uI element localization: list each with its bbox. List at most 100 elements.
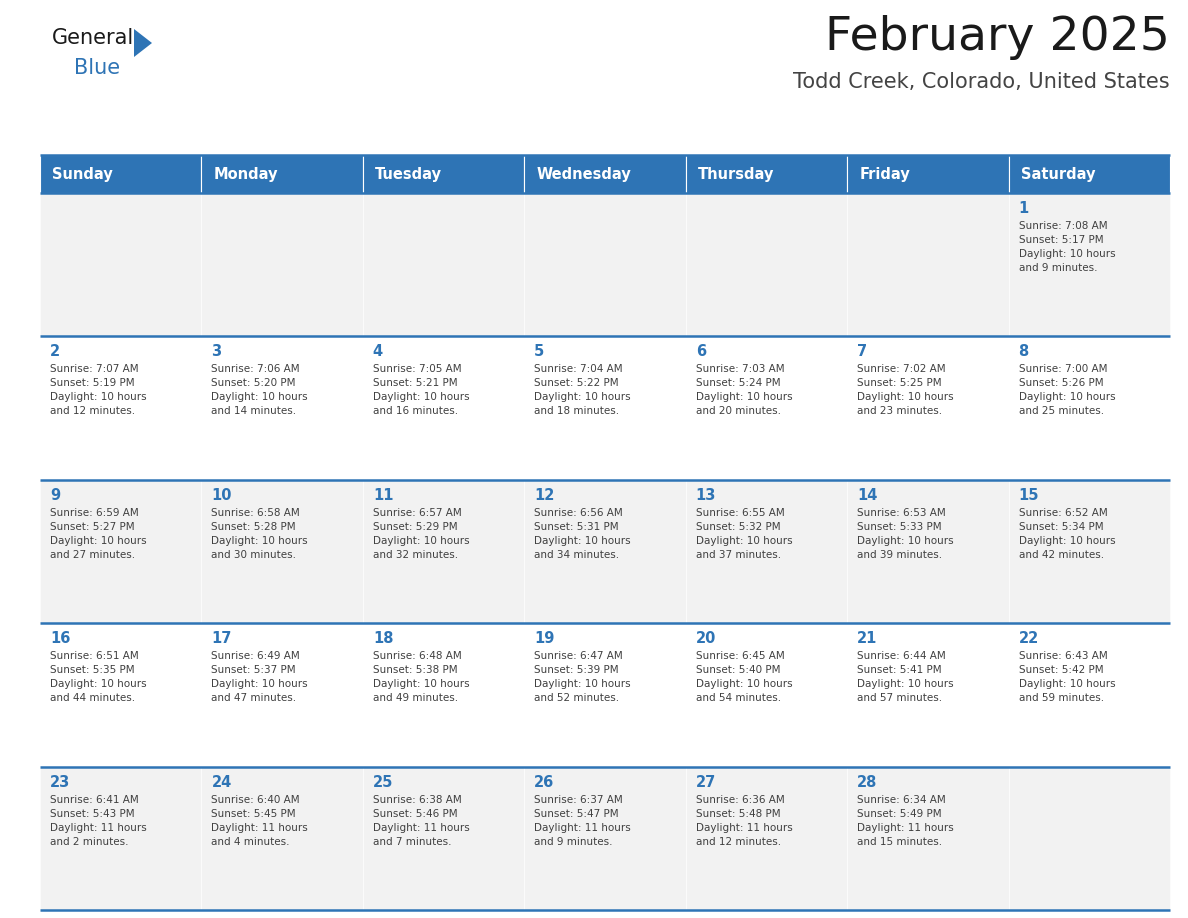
Bar bbox=[1009, 336, 1170, 480]
Text: 2: 2 bbox=[50, 344, 61, 360]
Bar bbox=[362, 336, 524, 480]
Text: Sunrise: 6:40 AM
Sunset: 5:45 PM
Daylight: 11 hours
and 4 minutes.: Sunrise: 6:40 AM Sunset: 5:45 PM Dayligh… bbox=[211, 795, 308, 846]
Text: 28: 28 bbox=[858, 775, 878, 789]
Text: Sunrise: 6:51 AM
Sunset: 5:35 PM
Daylight: 10 hours
and 44 minutes.: Sunrise: 6:51 AM Sunset: 5:35 PM Dayligh… bbox=[50, 651, 146, 703]
Text: Sunrise: 7:06 AM
Sunset: 5:20 PM
Daylight: 10 hours
and 14 minutes.: Sunrise: 7:06 AM Sunset: 5:20 PM Dayligh… bbox=[211, 364, 308, 417]
Text: 4: 4 bbox=[373, 344, 383, 360]
Text: Todd Creek, Colorado, United States: Todd Creek, Colorado, United States bbox=[794, 72, 1170, 92]
Bar bbox=[847, 155, 1009, 193]
Text: Sunrise: 6:49 AM
Sunset: 5:37 PM
Daylight: 10 hours
and 47 minutes.: Sunrise: 6:49 AM Sunset: 5:37 PM Dayligh… bbox=[211, 651, 308, 703]
Bar bbox=[202, 480, 362, 623]
Bar bbox=[847, 767, 1009, 910]
Bar bbox=[202, 336, 362, 480]
Text: Sunrise: 6:59 AM
Sunset: 5:27 PM
Daylight: 10 hours
and 27 minutes.: Sunrise: 6:59 AM Sunset: 5:27 PM Dayligh… bbox=[50, 508, 146, 560]
Text: Sunrise: 6:37 AM
Sunset: 5:47 PM
Daylight: 11 hours
and 9 minutes.: Sunrise: 6:37 AM Sunset: 5:47 PM Dayligh… bbox=[535, 795, 631, 846]
Bar bbox=[40, 623, 202, 767]
Text: 16: 16 bbox=[50, 632, 70, 646]
Text: Sunrise: 6:48 AM
Sunset: 5:38 PM
Daylight: 10 hours
and 49 minutes.: Sunrise: 6:48 AM Sunset: 5:38 PM Dayligh… bbox=[373, 651, 469, 703]
Text: 1: 1 bbox=[1018, 201, 1029, 216]
Bar bbox=[524, 155, 685, 193]
Text: 5: 5 bbox=[535, 344, 544, 360]
Bar bbox=[685, 336, 847, 480]
Text: Sunrise: 6:47 AM
Sunset: 5:39 PM
Daylight: 10 hours
and 52 minutes.: Sunrise: 6:47 AM Sunset: 5:39 PM Dayligh… bbox=[535, 651, 631, 703]
Text: 11: 11 bbox=[373, 487, 393, 503]
Bar bbox=[1009, 480, 1170, 623]
Text: Sunrise: 6:41 AM
Sunset: 5:43 PM
Daylight: 11 hours
and 2 minutes.: Sunrise: 6:41 AM Sunset: 5:43 PM Dayligh… bbox=[50, 795, 147, 846]
Bar bbox=[362, 155, 524, 193]
Text: Sunrise: 6:44 AM
Sunset: 5:41 PM
Daylight: 10 hours
and 57 minutes.: Sunrise: 6:44 AM Sunset: 5:41 PM Dayligh… bbox=[858, 651, 954, 703]
Bar bbox=[40, 193, 202, 336]
Text: 9: 9 bbox=[50, 487, 61, 503]
Bar bbox=[40, 155, 202, 193]
Text: Sunrise: 6:57 AM
Sunset: 5:29 PM
Daylight: 10 hours
and 32 minutes.: Sunrise: 6:57 AM Sunset: 5:29 PM Dayligh… bbox=[373, 508, 469, 560]
Bar bbox=[362, 623, 524, 767]
Bar bbox=[847, 336, 1009, 480]
Bar bbox=[524, 193, 685, 336]
Bar bbox=[362, 193, 524, 336]
Text: Wednesday: Wednesday bbox=[536, 166, 631, 182]
Text: Sunrise: 7:03 AM
Sunset: 5:24 PM
Daylight: 10 hours
and 20 minutes.: Sunrise: 7:03 AM Sunset: 5:24 PM Dayligh… bbox=[696, 364, 792, 417]
Text: 8: 8 bbox=[1018, 344, 1029, 360]
Text: Sunrise: 7:05 AM
Sunset: 5:21 PM
Daylight: 10 hours
and 16 minutes.: Sunrise: 7:05 AM Sunset: 5:21 PM Dayligh… bbox=[373, 364, 469, 417]
Bar bbox=[847, 480, 1009, 623]
Text: 18: 18 bbox=[373, 632, 393, 646]
Bar bbox=[202, 767, 362, 910]
Text: 17: 17 bbox=[211, 632, 232, 646]
Bar bbox=[40, 336, 202, 480]
Bar bbox=[685, 767, 847, 910]
Text: 13: 13 bbox=[696, 487, 716, 503]
Text: General: General bbox=[52, 28, 134, 48]
Text: Sunrise: 6:52 AM
Sunset: 5:34 PM
Daylight: 10 hours
and 42 minutes.: Sunrise: 6:52 AM Sunset: 5:34 PM Dayligh… bbox=[1018, 508, 1116, 560]
Text: 6: 6 bbox=[696, 344, 706, 360]
Text: 3: 3 bbox=[211, 344, 221, 360]
Bar bbox=[202, 193, 362, 336]
Text: 22: 22 bbox=[1018, 632, 1038, 646]
Text: 25: 25 bbox=[373, 775, 393, 789]
Bar bbox=[362, 767, 524, 910]
Bar bbox=[40, 767, 202, 910]
Text: Friday: Friday bbox=[859, 166, 910, 182]
Text: Sunrise: 6:56 AM
Sunset: 5:31 PM
Daylight: 10 hours
and 34 minutes.: Sunrise: 6:56 AM Sunset: 5:31 PM Dayligh… bbox=[535, 508, 631, 560]
Text: 20: 20 bbox=[696, 632, 716, 646]
Bar bbox=[524, 767, 685, 910]
Text: 26: 26 bbox=[535, 775, 555, 789]
Text: Sunrise: 7:07 AM
Sunset: 5:19 PM
Daylight: 10 hours
and 12 minutes.: Sunrise: 7:07 AM Sunset: 5:19 PM Dayligh… bbox=[50, 364, 146, 417]
Text: Sunrise: 7:02 AM
Sunset: 5:25 PM
Daylight: 10 hours
and 23 minutes.: Sunrise: 7:02 AM Sunset: 5:25 PM Dayligh… bbox=[858, 364, 954, 417]
Text: 23: 23 bbox=[50, 775, 70, 789]
Bar bbox=[685, 480, 847, 623]
Text: Sunrise: 6:55 AM
Sunset: 5:32 PM
Daylight: 10 hours
and 37 minutes.: Sunrise: 6:55 AM Sunset: 5:32 PM Dayligh… bbox=[696, 508, 792, 560]
Bar bbox=[685, 623, 847, 767]
Text: Sunrise: 7:04 AM
Sunset: 5:22 PM
Daylight: 10 hours
and 18 minutes.: Sunrise: 7:04 AM Sunset: 5:22 PM Dayligh… bbox=[535, 364, 631, 417]
Text: Sunrise: 6:53 AM
Sunset: 5:33 PM
Daylight: 10 hours
and 39 minutes.: Sunrise: 6:53 AM Sunset: 5:33 PM Dayligh… bbox=[858, 508, 954, 560]
Bar bbox=[1009, 155, 1170, 193]
Text: 15: 15 bbox=[1018, 487, 1040, 503]
Text: February 2025: February 2025 bbox=[826, 15, 1170, 60]
Bar bbox=[40, 480, 202, 623]
Text: Sunday: Sunday bbox=[52, 166, 113, 182]
Bar bbox=[202, 155, 362, 193]
Text: Sunrise: 6:43 AM
Sunset: 5:42 PM
Daylight: 10 hours
and 59 minutes.: Sunrise: 6:43 AM Sunset: 5:42 PM Dayligh… bbox=[1018, 651, 1116, 703]
Text: Monday: Monday bbox=[214, 166, 278, 182]
Polygon shape bbox=[134, 29, 152, 57]
Text: 21: 21 bbox=[858, 632, 878, 646]
Text: 12: 12 bbox=[535, 487, 555, 503]
Bar bbox=[685, 155, 847, 193]
Bar bbox=[524, 623, 685, 767]
Text: Tuesday: Tuesday bbox=[375, 166, 442, 182]
Bar bbox=[685, 193, 847, 336]
Text: 27: 27 bbox=[696, 775, 716, 789]
Bar bbox=[1009, 193, 1170, 336]
Text: 19: 19 bbox=[535, 632, 555, 646]
Bar bbox=[1009, 623, 1170, 767]
Bar bbox=[202, 623, 362, 767]
Text: Sunrise: 6:38 AM
Sunset: 5:46 PM
Daylight: 11 hours
and 7 minutes.: Sunrise: 6:38 AM Sunset: 5:46 PM Dayligh… bbox=[373, 795, 469, 846]
Text: Sunrise: 6:36 AM
Sunset: 5:48 PM
Daylight: 11 hours
and 12 minutes.: Sunrise: 6:36 AM Sunset: 5:48 PM Dayligh… bbox=[696, 795, 792, 846]
Bar bbox=[1009, 767, 1170, 910]
Bar bbox=[847, 193, 1009, 336]
Text: Blue: Blue bbox=[74, 58, 120, 78]
Bar bbox=[362, 480, 524, 623]
Text: Sunrise: 6:34 AM
Sunset: 5:49 PM
Daylight: 11 hours
and 15 minutes.: Sunrise: 6:34 AM Sunset: 5:49 PM Dayligh… bbox=[858, 795, 954, 846]
Text: Saturday: Saturday bbox=[1020, 166, 1095, 182]
Bar bbox=[847, 623, 1009, 767]
Text: 7: 7 bbox=[858, 344, 867, 360]
